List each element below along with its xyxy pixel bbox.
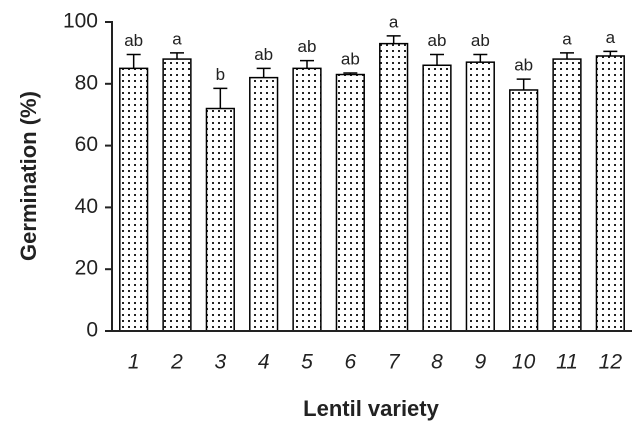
significance-label: b (216, 65, 225, 84)
bar (205, 107, 235, 332)
significance-label: ab (298, 37, 317, 56)
significance-label: a (562, 29, 572, 48)
significance-label: ab (341, 49, 360, 68)
y-tick-label: 100 (63, 10, 98, 33)
x-tick-label: 8 (431, 351, 443, 374)
error-bar (213, 87, 228, 109)
error-bar (300, 59, 314, 69)
error-bar (343, 72, 358, 75)
x-tick-label: 9 (474, 351, 486, 374)
bar (509, 89, 539, 332)
error-bar (126, 53, 141, 69)
x-tick-label: 5 (301, 351, 313, 374)
significance-label: ab (471, 31, 490, 50)
y-tick-label: 0 (86, 319, 98, 342)
x-tick-label: 3 (214, 351, 226, 374)
significance-label: ab (428, 31, 447, 50)
error-bar (516, 78, 531, 90)
y-axis-title: Germination (%) (16, 91, 41, 261)
bar (335, 73, 365, 332)
bar (595, 55, 625, 332)
error-bar (560, 52, 574, 60)
y-tick-label: 80 (75, 71, 98, 94)
error-bar (170, 52, 184, 60)
bar (249, 76, 279, 332)
significance-label: ab (514, 56, 533, 75)
x-axis-title: Lentil variety (303, 396, 439, 421)
x-tick-label: 6 (344, 351, 356, 374)
bar (552, 58, 582, 332)
x-tick-label: 12 (599, 351, 623, 374)
x-tick-label: 1 (128, 351, 140, 374)
bar (379, 42, 409, 332)
error-bar (473, 53, 488, 63)
y-tick-label: 60 (75, 133, 98, 156)
error-bar (430, 53, 444, 66)
x-tick-label: 7 (388, 351, 401, 374)
significance-label: a (389, 12, 399, 31)
x-tick-label: 4 (258, 351, 270, 374)
significance-label: a (172, 29, 182, 48)
x-tick-label: 2 (170, 351, 183, 374)
x-tick-label: 10 (512, 351, 536, 374)
bar (465, 61, 495, 332)
y-tick-label: 20 (75, 257, 98, 280)
error-bar (603, 50, 618, 56)
significance-label: ab (254, 45, 273, 64)
x-tick-label: 11 (556, 351, 578, 374)
bar (162, 58, 192, 332)
y-tick-label: 40 (75, 195, 98, 218)
error-bar (386, 35, 401, 44)
significance-label: a (606, 28, 616, 47)
bar (422, 64, 452, 332)
bar (119, 67, 149, 332)
significance-label: ab (124, 31, 143, 50)
bar (292, 67, 322, 332)
error-bar (256, 67, 271, 78)
